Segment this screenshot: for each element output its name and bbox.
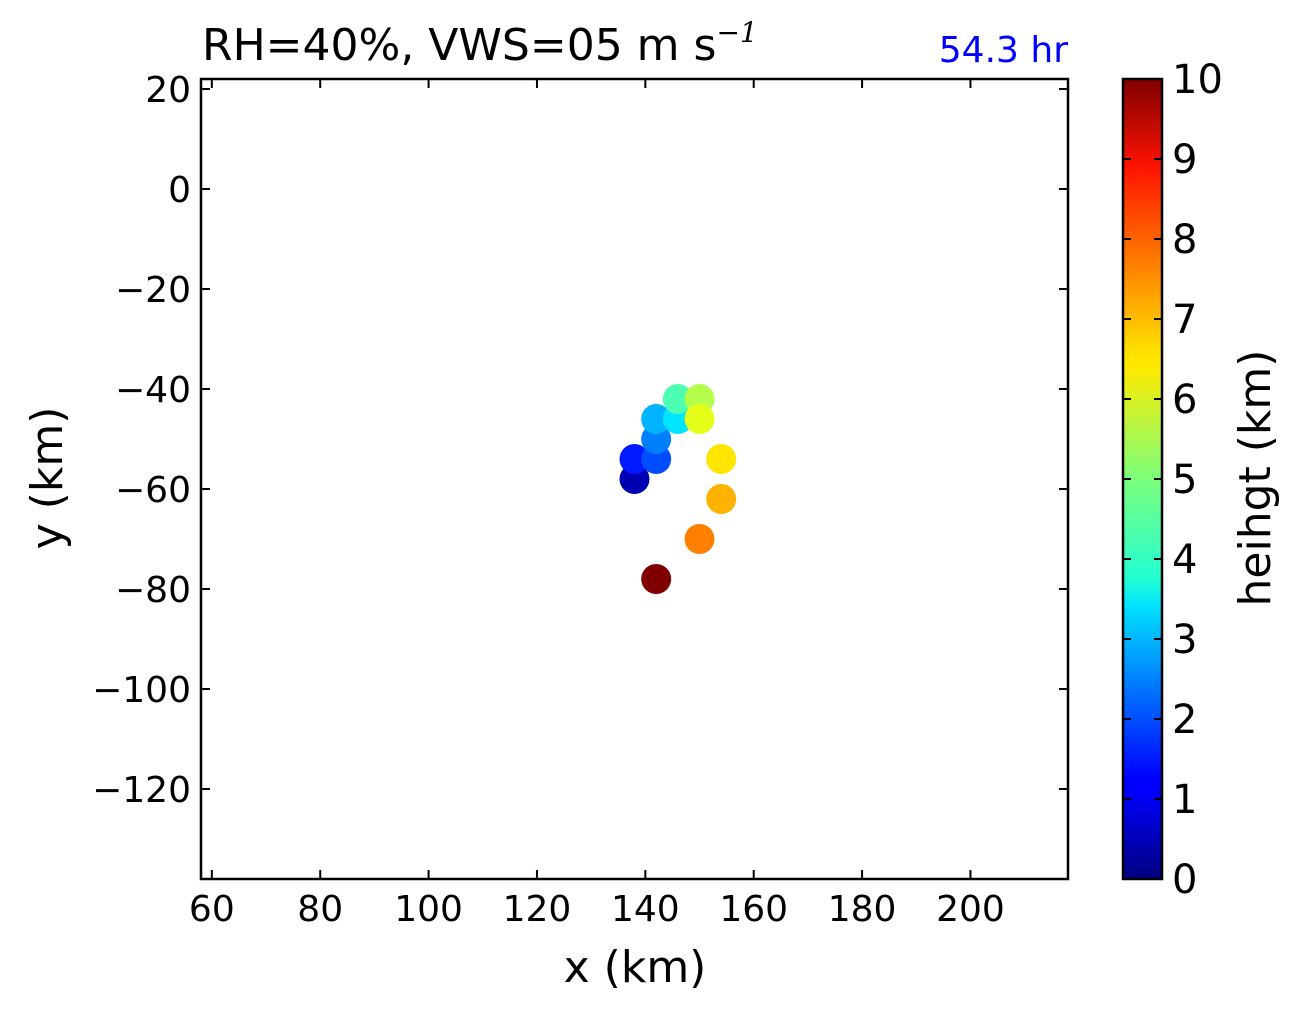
data-point	[684, 524, 715, 554]
colorbar-tick-label: 5	[1172, 457, 1197, 503]
colorbar-tick-label: 3	[1172, 617, 1197, 663]
colorbar-tick-label: 9	[1172, 137, 1197, 183]
colorbar-tick-label: 1	[1172, 777, 1197, 823]
x-axis-label: x (km)	[564, 942, 707, 993]
y-tick-label: −60	[115, 470, 191, 511]
x-tick-label: 120	[503, 889, 572, 930]
x-tick-label: 60	[189, 889, 235, 930]
y-tick-label: −120	[92, 770, 191, 811]
x-tick-label: 80	[297, 889, 343, 930]
y-tick-label: 0	[168, 170, 191, 211]
data-point	[706, 444, 737, 474]
x-tick-label: 140	[611, 889, 680, 930]
data-point	[641, 564, 672, 594]
chart-title: RH=40%, VWS=05 m s−1	[202, 16, 758, 71]
y-tick-label: −20	[115, 270, 191, 311]
chart-title-text: RH=40%, VWS=05 m s	[202, 20, 717, 71]
data-point	[706, 484, 737, 514]
colorbar-tick-label: 8	[1172, 217, 1197, 263]
x-tick-label: 100	[394, 889, 463, 930]
colorbar-tick-label: 4	[1172, 537, 1197, 583]
colorbar-tick-label: 6	[1172, 377, 1197, 423]
y-tick-label: −40	[115, 370, 191, 411]
y-tick-label: 20	[145, 70, 191, 111]
colorbar-tick-label: 10	[1172, 57, 1223, 103]
colorbar-tick-label: 7	[1172, 297, 1197, 343]
colorbar-label: heihgt (km)	[1230, 350, 1281, 607]
data-point	[662, 384, 693, 414]
colorbar-tick-label: 2	[1172, 697, 1197, 743]
chart-title-exponent: −1	[716, 16, 758, 49]
time-label: 54.3 hr	[938, 30, 1068, 71]
data-point	[684, 404, 715, 434]
x-tick-label: 180	[828, 889, 897, 930]
plot-area	[199, 77, 1070, 881]
x-tick-label: 160	[719, 889, 788, 930]
data-point	[619, 444, 650, 474]
data-point	[641, 404, 672, 434]
y-axis-label: y (km)	[22, 407, 73, 550]
y-tick-label: −80	[115, 570, 191, 611]
y-tick-label: −100	[92, 670, 191, 711]
colorbar-tick-label: 0	[1172, 857, 1197, 903]
x-tick-label: 200	[936, 889, 1005, 930]
